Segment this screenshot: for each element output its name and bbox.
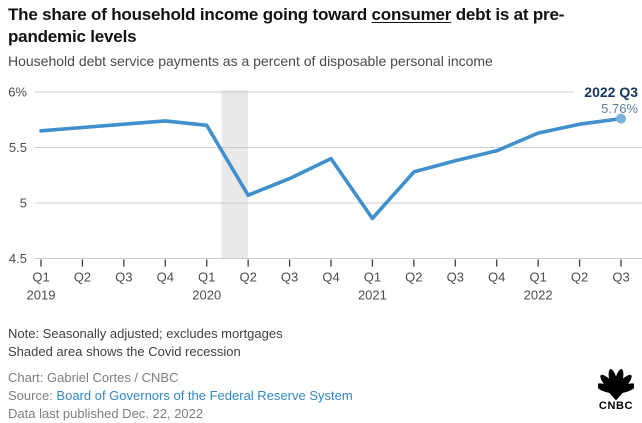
title-text-underlined: consumer bbox=[371, 5, 452, 24]
x-axis-tick-label: Q1 bbox=[529, 270, 546, 285]
chart-credits: Chart: Gabriel Cortes / CNBC Source: Boa… bbox=[8, 369, 353, 423]
end-point-dot bbox=[616, 113, 627, 124]
title-text-pre: The share of household income going towa… bbox=[8, 5, 372, 24]
cnbc-peacock-icon bbox=[598, 369, 634, 401]
source-link[interactable]: Board of Governors of the Federal Reserv… bbox=[56, 388, 353, 403]
chart-credit-line: Chart: Gabriel Cortes / CNBC bbox=[8, 370, 179, 385]
chart-footer: Note: Seasonally adjusted; excludes mort… bbox=[8, 325, 353, 423]
note-line-2: Shaded area shows the Covid recession bbox=[8, 344, 241, 359]
page-title: The share of household income going towa… bbox=[8, 4, 632, 48]
data-published-line: Data last published Dec. 22, 2022 bbox=[8, 406, 204, 421]
x-axis-year-label: 2021 bbox=[358, 288, 387, 303]
x-axis-tick-label: Q2 bbox=[239, 270, 256, 285]
x-axis-tick-label: Q1 bbox=[32, 270, 49, 285]
x-axis-tick-label: Q3 bbox=[612, 270, 629, 285]
debt-service-line-chart: 6% 5.5 5 4.5 Q1 Q2 Q3 Q4 Q1 Q2 Q3 Q4 Q1 Q2 Q3 Q4 Q1 Q2 Q3 2… bbox=[8, 84, 642, 303]
end-label-mask bbox=[574, 84, 642, 100]
title-text-post: debt is at pre-pandemic levels bbox=[8, 5, 565, 46]
data-line bbox=[39, 116, 623, 221]
x-axis-tick-label: Q1 bbox=[364, 270, 381, 285]
x-axis-tick-label: Q1 bbox=[198, 270, 215, 285]
y-axis-tick-label: 5.5 bbox=[9, 140, 27, 155]
x-axis-tick-label: Q3 bbox=[115, 270, 132, 285]
source-line: Source: Board of Governors of the Federa… bbox=[8, 387, 353, 405]
x-axis-tick-label: Q4 bbox=[488, 270, 505, 285]
x-axis-tick-label: Q3 bbox=[281, 270, 298, 285]
x-axis-tick-label: Q4 bbox=[157, 270, 174, 285]
cnbc-logo-text: CNBC bbox=[598, 400, 634, 412]
cnbc-logo: CNBC bbox=[595, 368, 637, 412]
x-axis-year-label: 2019 bbox=[27, 288, 56, 303]
x-axis-year-label: 2020 bbox=[192, 288, 221, 303]
y-axis-tick-label: 4.5 bbox=[9, 251, 27, 266]
end-point-value: 5.76% bbox=[601, 101, 638, 116]
x-axis-tick-label: Q2 bbox=[571, 270, 588, 285]
chart-header: The share of household income going towa… bbox=[8, 4, 632, 70]
note-line-1: Note: Seasonally adjusted; excludes mort… bbox=[8, 326, 283, 341]
x-axis-year-label: 2022 bbox=[524, 288, 553, 303]
x-axis-tick-label: Q3 bbox=[447, 270, 464, 285]
end-point-label: 2022 Q3 bbox=[584, 84, 638, 100]
chart-subtitle: Household debt service payments as a per… bbox=[8, 53, 493, 69]
x-axis-tick-label: Q2 bbox=[405, 270, 422, 285]
x-axis-tick-label: Q2 bbox=[74, 270, 91, 285]
chart-notes: Note: Seasonally adjusted; excludes mort… bbox=[8, 325, 353, 361]
source-label: Source: bbox=[8, 388, 57, 403]
y-axis-tick-label: 5 bbox=[20, 196, 27, 211]
y-axis-tick-label: 6% bbox=[8, 85, 27, 100]
x-axis-tick-label: Q4 bbox=[322, 270, 339, 285]
